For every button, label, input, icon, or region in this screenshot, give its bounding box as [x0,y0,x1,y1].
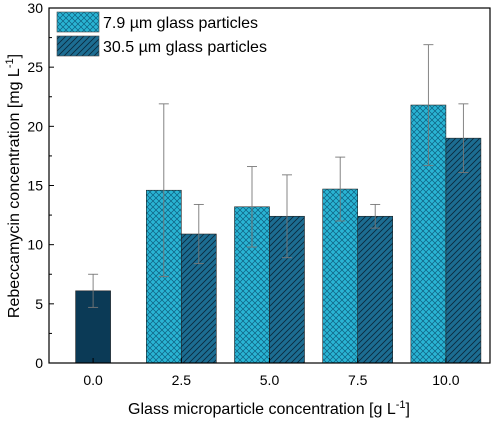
error-bar-control [88,273,99,308]
legend: 7.9 µm glass particles 30.5 µm glass par… [56,11,267,57]
error-bars-layer [88,44,469,308]
y-axis-label: Rebeccamycin concentration [mg L-1] [4,54,23,318]
y-tick-label: 15 [27,178,43,194]
error-bar-series-2-7.5 [370,203,381,229]
y-tick-label: 25 [27,59,43,75]
x-axis: 0.0 2.5 5.0 7.5 10.0 [83,358,460,388]
y-tick-label: 20 [27,118,43,134]
bars-layer [75,104,482,364]
legend-label-series-2: 30.5 µm glass particles [103,39,267,56]
y-axis: 0 5 10 15 20 25 30 [27,0,54,371]
error-bar-series-2-2.5 [193,203,204,265]
x-axis-label: Glass microparticle concentration [g L-1… [128,399,410,418]
legend-swatch-series-1 [56,11,100,33]
error-bar-series-2-10.0 [458,103,469,173]
bar-series-2-10.0 [445,137,482,364]
bar-series-2-7.5 [357,215,394,364]
error-bar-series-1-2.5 [158,103,169,278]
error-bar-series-1-10.0 [423,44,434,166]
y-tick-label: 30 [27,0,43,16]
x-tick-label: 7.5 [348,372,368,388]
y-tick-label: 5 [35,296,43,312]
legend-swatch-series-2 [56,35,100,57]
error-bar-series-2-5.0 [282,174,292,259]
legend-label-series-1: 7.9 µm glass particles [103,15,258,32]
y-tick-label: 0 [35,355,43,371]
x-tick-label: 0.0 [83,372,103,388]
error-bar-series-1-7.5 [335,156,346,222]
x-tick-label: 2.5 [172,372,192,388]
y-tick-label: 10 [27,237,43,253]
x-tick-label: 10.0 [432,372,459,388]
x-tick-label: 5.0 [260,372,280,388]
error-bar-series-1-5.0 [247,166,257,248]
